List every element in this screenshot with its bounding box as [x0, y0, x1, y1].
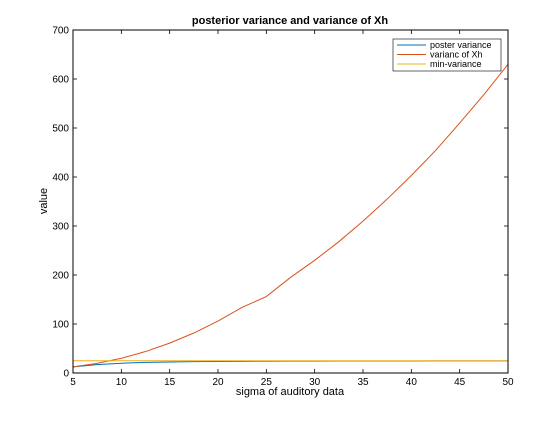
- series-line-varianc-of-xh: [72, 63, 509, 368]
- y-tick-label-400: 400: [52, 173, 69, 184]
- x-tick-label-40: 40: [406, 377, 418, 388]
- x-tick-label-10: 10: [116, 377, 128, 388]
- legend-label-min-variance: min-variance: [430, 59, 482, 69]
- chart-title: posterior variance and variance of Xh: [192, 15, 389, 27]
- x-axis-label: sigma of auditory data: [236, 386, 345, 398]
- series-layer: [72, 63, 509, 368]
- y-axis-ticks: 0 100 200 300 400 500 600 700: [52, 26, 508, 380]
- x-tick-label-15: 15: [164, 377, 176, 388]
- y-axis-label: value: [38, 188, 50, 214]
- legend: poster variance varianc of Xh min-varian…: [392, 38, 502, 72]
- y-tick-label-100: 100: [52, 320, 69, 331]
- x-tick-label-30: 30: [309, 377, 321, 388]
- y-tick-label-600: 600: [52, 75, 69, 86]
- legend-label-poster-variance: poster variance: [430, 40, 492, 50]
- axes-box: [72, 29, 509, 374]
- x-tick-label-25: 25: [261, 377, 273, 388]
- x-tick-label-45: 45: [454, 377, 466, 388]
- x-tick-label-5: 5: [70, 377, 76, 388]
- y-tick-label-200: 200: [52, 271, 69, 282]
- y-tick-label-500: 500: [52, 124, 69, 135]
- y-tick-label-0: 0: [63, 369, 69, 380]
- x-tick-label-35: 35: [357, 377, 369, 388]
- plot-area: [73, 30, 508, 373]
- x-tick-label-20: 20: [212, 377, 224, 388]
- x-tick-label-50: 50: [502, 377, 514, 388]
- x-axis-ticks: 5 10 15 20 25 30 35 40 45 50: [70, 30, 514, 388]
- y-tick-label-700: 700: [52, 26, 69, 37]
- legend-label-varianc-of-xh: varianc of Xh: [430, 50, 483, 60]
- y-tick-label-300: 300: [52, 222, 69, 233]
